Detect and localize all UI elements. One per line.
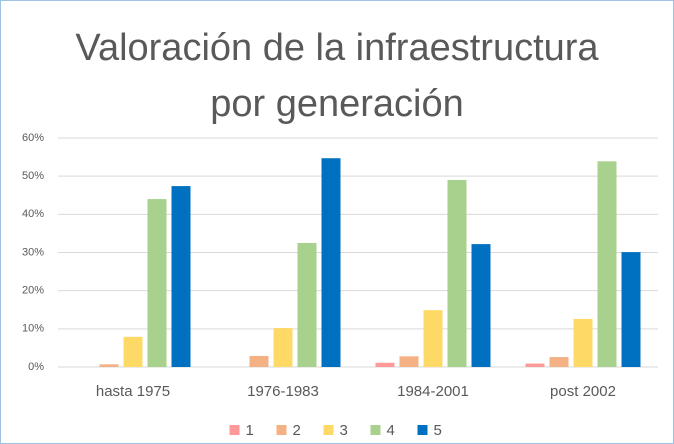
y-tick-label: 30% <box>22 246 44 258</box>
y-tick-label: 20% <box>22 285 44 297</box>
x-tick-label: 1984-2001 <box>397 383 469 400</box>
bar <box>321 158 341 367</box>
y-tick-label: 40% <box>22 208 44 220</box>
legend-label: 1 <box>246 422 254 439</box>
bar <box>549 357 569 367</box>
legend-swatch <box>370 425 381 435</box>
bar <box>147 199 167 367</box>
legend-swatch <box>323 425 334 435</box>
legend-label: 2 <box>293 422 301 439</box>
y-tick-label: 60% <box>22 132 44 144</box>
bar <box>249 355 269 367</box>
bar <box>423 310 443 367</box>
y-tick-label: 10% <box>22 323 44 335</box>
y-tick-label: 0% <box>28 361 44 373</box>
legend-label: 3 <box>340 422 348 439</box>
x-tick-label: hasta 1975 <box>96 383 170 400</box>
bar <box>471 244 491 367</box>
bar <box>171 186 191 367</box>
legend-swatch <box>276 425 287 435</box>
legend-label: 4 <box>387 422 395 439</box>
bar <box>573 318 593 367</box>
bar <box>525 363 545 367</box>
chart-title: Valoración de la infraestructura por gen… <box>75 27 599 125</box>
x-tick-label: 1976-1983 <box>247 383 319 400</box>
bar <box>399 356 419 367</box>
bar <box>297 242 317 367</box>
bar <box>375 362 395 367</box>
bar <box>273 328 293 367</box>
bar <box>597 161 617 367</box>
legend-swatch <box>417 425 428 435</box>
bar <box>447 179 467 367</box>
x-tick-label: post 2002 <box>550 383 616 400</box>
bar <box>99 364 119 367</box>
legend-label: 5 <box>434 422 442 439</box>
bar <box>621 252 641 367</box>
legend-swatch <box>229 425 240 435</box>
y-tick-label: 50% <box>22 170 44 182</box>
bar <box>123 336 143 367</box>
